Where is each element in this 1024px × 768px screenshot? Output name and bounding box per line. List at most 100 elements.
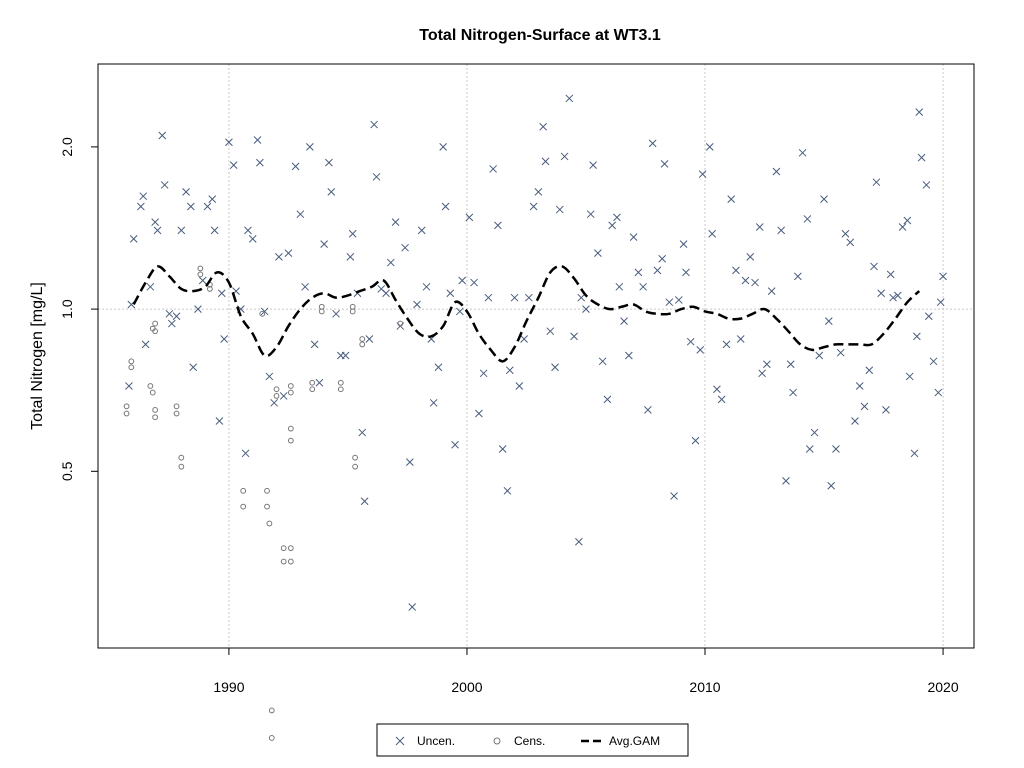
uncensored-point [763, 360, 771, 369]
uncensored-point [903, 216, 912, 225]
uncensored-point [555, 205, 564, 214]
uncensored-point [836, 348, 845, 357]
censored-point [352, 463, 358, 470]
uncensored-point [439, 143, 448, 151]
uncensored-point [629, 233, 638, 241]
uncensored-point [934, 388, 943, 397]
censored-point [280, 558, 287, 565]
uncensored-point [332, 309, 340, 318]
uncensored-point [405, 458, 414, 466]
uncensored-point [832, 445, 840, 453]
uncensored-point [922, 181, 931, 189]
uncensored-point [220, 335, 229, 343]
uncensored-point [417, 226, 426, 235]
uncensored-point [301, 282, 309, 291]
uncensored-point [639, 282, 647, 291]
uncensored-point [422, 282, 431, 291]
uncensored-point [586, 210, 595, 219]
uncensored-point [525, 293, 533, 302]
uncensored-point [217, 289, 226, 298]
uncensored-point [244, 226, 252, 235]
uncensored-point [755, 223, 764, 231]
censored-point [152, 407, 159, 413]
y-axis-label: Total Nitrogen [mg/L] [29, 282, 46, 430]
uncensored-point [208, 195, 217, 203]
uncensored-point [686, 337, 695, 346]
uncensored-point [136, 202, 145, 211]
uncensored-point [827, 481, 836, 490]
censored-point [147, 383, 154, 389]
uncensored-point [910, 449, 919, 458]
censored-point [273, 393, 280, 399]
uncensored-point [870, 262, 878, 271]
uncensored-point [560, 152, 569, 161]
censored-point [287, 383, 294, 389]
uncensored-point [515, 382, 524, 390]
censored-point [280, 545, 287, 552]
uncensored-point [577, 293, 586, 302]
uncensored-point [494, 221, 502, 230]
uncensored-point [658, 254, 667, 263]
uncensored-point [129, 235, 138, 243]
censored-point [287, 545, 294, 552]
uncensored-point [265, 372, 274, 381]
censored-point [287, 437, 294, 444]
censored-point [264, 487, 270, 494]
uncensored-point [194, 305, 202, 313]
uncensored-point [241, 449, 250, 458]
grid [228, 64, 944, 648]
uncensored-point [846, 238, 855, 247]
uncensored-point [782, 477, 790, 485]
uncensored-point [613, 213, 621, 222]
uncensored-point [732, 266, 740, 275]
uncensored-point [225, 138, 233, 147]
uncensored-point [893, 291, 902, 300]
censored-point [287, 558, 294, 565]
gam-line [132, 264, 921, 363]
censored-point [149, 389, 156, 396]
uncensored-point [541, 157, 550, 166]
censored-point [352, 454, 358, 461]
uncensored-point [465, 213, 474, 222]
uncensored-point [341, 351, 350, 360]
uncensored-point [151, 218, 159, 226]
uncensored-point [653, 266, 662, 275]
uncensored-point [229, 161, 238, 169]
uncensored-point [153, 226, 162, 235]
uncensored-point [479, 369, 488, 378]
uncensored-point [146, 282, 155, 291]
censored-point [123, 410, 130, 417]
uncensored-point [767, 287, 776, 295]
uncensored-point [401, 243, 409, 252]
uncensored-point [815, 351, 824, 360]
uncensored-point [256, 158, 264, 167]
uncensored-point [451, 440, 459, 449]
uncensored-point [520, 335, 528, 343]
uncensored-point [296, 210, 305, 219]
uncensored-point [939, 272, 947, 281]
uncensored-point [489, 165, 498, 173]
uncensored-point [615, 282, 624, 291]
uncensored-point [358, 428, 367, 437]
uncensored-point [458, 276, 467, 285]
uncensored-point [306, 143, 314, 151]
uncensored-series [125, 94, 947, 611]
uncensored-point [679, 240, 688, 248]
legend-label-gam: Avg.GAM [609, 734, 660, 748]
uncensored-point [915, 108, 924, 117]
censored-point [152, 414, 159, 421]
uncensored-point [198, 276, 207, 285]
uncensored-point [713, 385, 721, 394]
uncensored-point [429, 398, 438, 407]
censored-point [337, 379, 344, 386]
uncensored-point [172, 312, 181, 321]
censored-point [123, 403, 130, 410]
uncensored-point [603, 395, 612, 404]
uncensored-point [924, 312, 933, 321]
uncensored-point [186, 202, 195, 211]
uncensored-point [589, 161, 597, 169]
censored-point [309, 379, 316, 386]
uncensored-point [372, 172, 381, 181]
uncensored-point [365, 335, 374, 343]
censored-point [240, 487, 247, 494]
